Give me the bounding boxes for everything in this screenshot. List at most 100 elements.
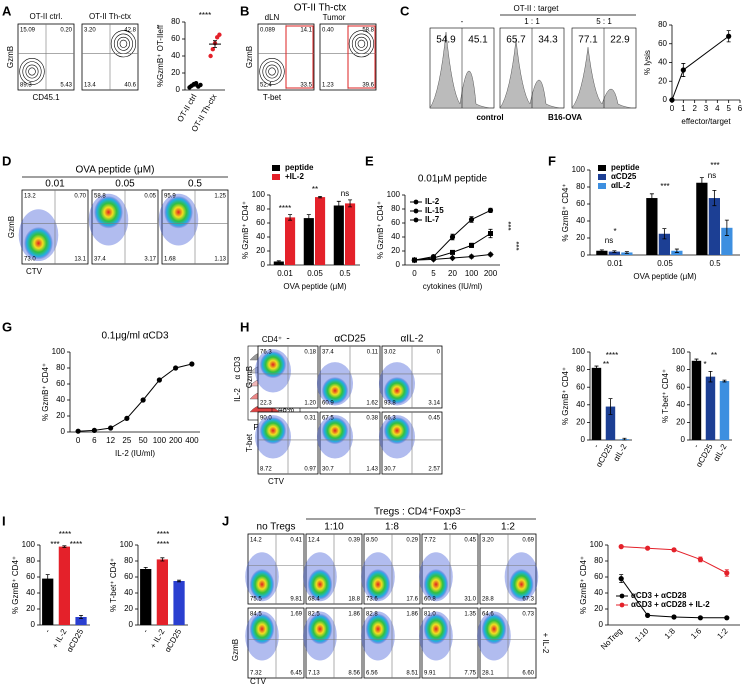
decoration xyxy=(163,195,194,229)
x-tick-label: 0 xyxy=(412,269,417,278)
plot-title: 1:10 xyxy=(324,522,344,533)
marker xyxy=(449,254,456,262)
y-tick-label: 20 xyxy=(171,68,180,77)
gate-percent: 0.05 xyxy=(144,194,156,200)
significance: **** xyxy=(70,540,82,549)
x-tick-label: 100 xyxy=(153,436,167,445)
decoration xyxy=(285,25,314,89)
legend-label: αIL-2 xyxy=(611,181,631,190)
gate-percent: 37.4 xyxy=(322,350,334,356)
plot-title: αCD25 xyxy=(334,334,366,345)
axis-label: CD45.1 xyxy=(32,93,60,102)
gate-percent: 5.43 xyxy=(60,83,72,89)
decoration xyxy=(423,569,449,600)
error-bar xyxy=(336,200,341,211)
y-tick-label: 0 xyxy=(396,260,401,269)
decoration xyxy=(365,569,391,600)
gate-percent: 67.3 xyxy=(522,597,534,603)
marker xyxy=(697,556,704,563)
y-tick-label: 0 xyxy=(61,427,66,436)
marker xyxy=(449,234,456,240)
y-tick-label: 60 xyxy=(171,34,180,43)
bar xyxy=(691,360,702,440)
axis-label: CTV xyxy=(268,477,285,486)
y-tick-label: 100 xyxy=(572,347,586,356)
gate-percent: 1.23 xyxy=(322,83,334,89)
legend-label: αCD25 xyxy=(611,172,637,181)
gate-percent: 30.7 xyxy=(384,467,396,473)
gate-percent: 82.5 xyxy=(308,612,320,618)
marker xyxy=(430,256,437,263)
y-tick-label: 80 xyxy=(171,17,180,26)
x-tick-label: 0.5 xyxy=(709,259,721,268)
error-bar xyxy=(62,545,67,548)
marker xyxy=(450,249,455,255)
error-bar xyxy=(699,177,704,189)
y-tick-label: 20 xyxy=(26,604,35,613)
gate-percent: 66.3 xyxy=(384,416,396,422)
gate-percent: 17.6 xyxy=(406,597,418,603)
bar xyxy=(696,182,708,255)
decoration xyxy=(571,47,637,109)
gate-percent: 31.0 xyxy=(464,597,476,603)
marker xyxy=(669,97,675,103)
marker xyxy=(468,253,475,260)
gate-percent: 0.45 xyxy=(428,416,440,422)
marker xyxy=(91,427,97,433)
gate-percent: 13.2 xyxy=(24,194,36,200)
marker xyxy=(726,33,732,39)
y-tick-label: 20 xyxy=(124,604,133,613)
y-tick-label: 0 xyxy=(176,85,181,94)
gate-percent: 82.8 xyxy=(366,612,378,618)
marker xyxy=(124,415,130,421)
legend-label: IL-15 xyxy=(425,206,444,215)
gate-percent: 0.40 xyxy=(322,28,334,34)
row-label: + IL-2 xyxy=(541,633,550,654)
x-tick-label: - xyxy=(691,442,700,449)
error-bar xyxy=(694,358,699,363)
bar xyxy=(705,376,716,440)
y-tick-label: 80 xyxy=(256,204,265,213)
significance: **** xyxy=(279,204,291,213)
significance: *** xyxy=(507,221,516,230)
gate-percent: 0.29 xyxy=(406,538,418,544)
legend-label: IL-2 xyxy=(425,197,440,206)
panel-letter: D xyxy=(2,153,11,168)
decoration xyxy=(249,613,275,645)
panel-letter: A xyxy=(2,3,12,18)
y-tick-label: 20 xyxy=(56,411,65,420)
gate-percent: 60.9 xyxy=(322,401,334,407)
error-bar xyxy=(622,437,627,441)
bar xyxy=(315,197,326,265)
y-axis-label: % GzmB⁺ CD4⁺ xyxy=(11,556,20,614)
plot-title: 0.05 xyxy=(115,179,135,190)
axis-label: GzmB xyxy=(245,366,254,388)
panel-letter: E xyxy=(365,153,374,168)
y-tick-label: 40 xyxy=(26,588,35,597)
gate-percent: 6.45 xyxy=(290,671,302,677)
y-tick-label: 20 xyxy=(576,233,585,242)
point xyxy=(208,53,213,59)
bar xyxy=(646,198,658,255)
x-tick-label: 0 xyxy=(76,436,81,445)
x-axis-label: OVA peptide (μM) xyxy=(633,272,696,281)
row-label: α CD3 xyxy=(233,356,242,379)
gate-percent: 30.7 xyxy=(322,467,334,473)
significance: ns xyxy=(341,189,349,198)
y-tick-label: 100 xyxy=(252,190,266,199)
marker xyxy=(645,545,651,551)
marker xyxy=(680,67,686,73)
gate-percent: 14.1 xyxy=(300,28,312,34)
marker xyxy=(411,256,418,264)
panel-title: OVA peptide (μM) xyxy=(76,165,155,176)
y-tick-label: 80 xyxy=(676,365,685,374)
x-tick-label: 1:6 xyxy=(689,626,704,641)
x-tick-label: 6 xyxy=(738,104,743,113)
error-bar xyxy=(649,193,654,203)
bar xyxy=(140,569,152,625)
error-bar xyxy=(599,249,604,252)
decoration xyxy=(413,208,419,214)
decoration xyxy=(598,174,606,180)
peak-percent: 65.7 xyxy=(506,35,526,46)
y-tick-label: 40 xyxy=(576,400,585,409)
